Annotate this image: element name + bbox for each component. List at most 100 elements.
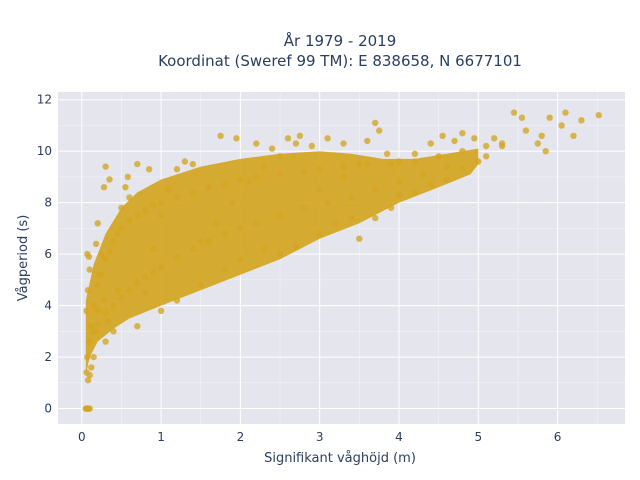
data-point [439,132,446,139]
data-point [84,353,91,361]
data-point [459,130,466,137]
data-point [189,160,196,168]
data-point [276,171,284,178]
data-point [348,214,355,222]
data-point [100,297,108,304]
data-point [471,135,478,142]
data-point [98,250,105,258]
data-point [340,163,347,170]
data-point [372,186,379,193]
data-point [197,238,204,245]
data-point [110,328,117,335]
data-point [122,184,129,191]
data-point [383,150,391,157]
data-point [356,235,363,242]
data-point [475,158,482,165]
data-point [387,160,395,168]
data-point [595,112,602,119]
data-point [268,145,276,152]
data-point [411,189,419,196]
data-point [237,225,244,232]
data-point [542,148,549,155]
data-point [316,166,323,173]
data-point [134,323,141,330]
data-point [261,245,268,253]
data-point [308,142,315,150]
data-point [110,238,117,245]
data-point [427,181,434,188]
data-point [205,238,212,245]
data-point [364,160,371,168]
data-point [86,405,93,412]
y-axis-ticks: 0 2 4 6 8 10 12 [37,93,52,416]
data-point [134,279,141,286]
data-point [213,220,220,227]
data-point [253,140,260,147]
data-point [88,364,95,371]
data-point [558,122,565,129]
data-point [189,189,196,196]
data-point [253,173,260,181]
data-point [483,153,490,160]
data-point [94,281,101,289]
data-point [87,323,94,330]
data-point [276,153,284,160]
y-tick-label: 6 [44,247,52,261]
x-tick-label: 6 [554,430,562,444]
data-point [118,294,125,302]
data-point [570,132,577,139]
data-point [142,207,149,214]
data-point [150,269,157,276]
data-point [237,256,244,263]
y-axis-title: Vågperiod (s) [16,215,31,302]
x-tick-label: 2 [237,430,245,444]
data-point [157,199,165,206]
data-point [124,173,131,181]
data-point [134,160,141,168]
data-point [102,256,109,263]
data-point [276,212,284,219]
data-point [340,140,347,147]
data-point [86,338,93,345]
data-point [419,171,426,178]
data-point [90,328,97,335]
y-tick-label: 10 [37,144,52,158]
data-point [90,302,97,309]
data-point [221,230,228,237]
data-point [292,140,300,147]
y-tick-label: 12 [37,93,52,107]
data-point [114,230,121,237]
data-point [90,353,97,361]
data-point [356,160,363,168]
data-point [395,158,403,165]
data-point [538,132,545,139]
data-point [102,310,109,317]
data-point [118,225,125,232]
data-point [376,127,383,134]
x-tick-label: 5 [474,430,482,444]
data-point [173,297,181,304]
data-point [94,307,101,314]
data-point [332,220,339,227]
data-point [142,289,149,296]
data-point [146,166,153,173]
data-point [134,212,141,219]
data-point [181,158,189,165]
data-point [98,271,105,278]
x-tick-label: 1 [157,430,165,444]
data-point [276,250,284,258]
x-tick-label: 0 [78,430,86,444]
data-point [92,240,100,247]
data-point [221,181,228,188]
data-point [292,243,300,250]
chart-title-line-1: År 1979 - 2019 [284,31,397,50]
data-point [491,135,498,142]
data-point [229,199,236,206]
data-point [86,371,93,379]
data-point [118,204,125,211]
data-point [427,140,434,147]
y-tick-label: 0 [44,402,52,416]
y-tick-label: 8 [44,196,52,210]
data-point [411,150,419,157]
x-axis-title: Signifikant våghöjd (m) [264,451,416,466]
